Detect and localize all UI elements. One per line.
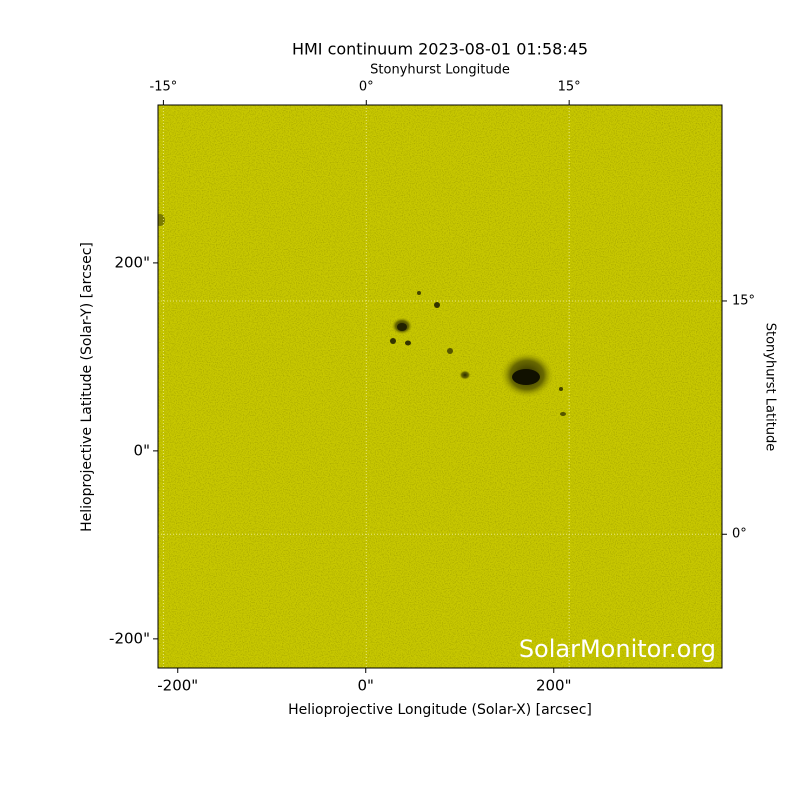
chart-title: HMI continuum 2023-08-01 01:58:45 [292, 40, 588, 59]
sunspot [417, 291, 421, 295]
y2-tick-label: 0° [732, 527, 747, 542]
x-tick-label: 200" [536, 677, 572, 695]
y2-tick-label: 15° [732, 293, 755, 308]
y-tick-label: -200" [109, 629, 150, 647]
x-tick-label: -200" [157, 677, 198, 695]
y-tick-label: 200" [114, 253, 150, 271]
x2-tick-label: -15° [150, 80, 178, 95]
axes-frame [157, 104, 723, 669]
sunspots [158, 214, 566, 416]
image-noise [158, 105, 722, 668]
y2-axis-label: Stonyhurst Latitude [763, 323, 778, 452]
sunspot [459, 370, 471, 380]
x2-axis-label: Stonyhurst Longitude [370, 63, 510, 78]
sunspot [405, 340, 411, 346]
y-axis-label: Helioprojective Latitude (Solar-Y) [arcs… [79, 242, 95, 532]
sunspot [447, 348, 453, 354]
sunspot-umbra [512, 369, 540, 385]
watermark: SolarMonitor.org [519, 635, 716, 663]
sunspot [390, 338, 396, 344]
x2-tick-label: 15° [558, 80, 581, 95]
y-tick-label: 0" [134, 441, 150, 459]
sunspot [434, 302, 440, 308]
sunspot [559, 387, 563, 391]
sunspot [560, 412, 566, 416]
x-axis-label: Helioprojective Longitude (Solar-X) [arc… [288, 702, 592, 718]
x2-tick-label: 0° [359, 80, 374, 95]
x-tick-label: 0" [358, 677, 374, 695]
sunspot [397, 323, 407, 331]
